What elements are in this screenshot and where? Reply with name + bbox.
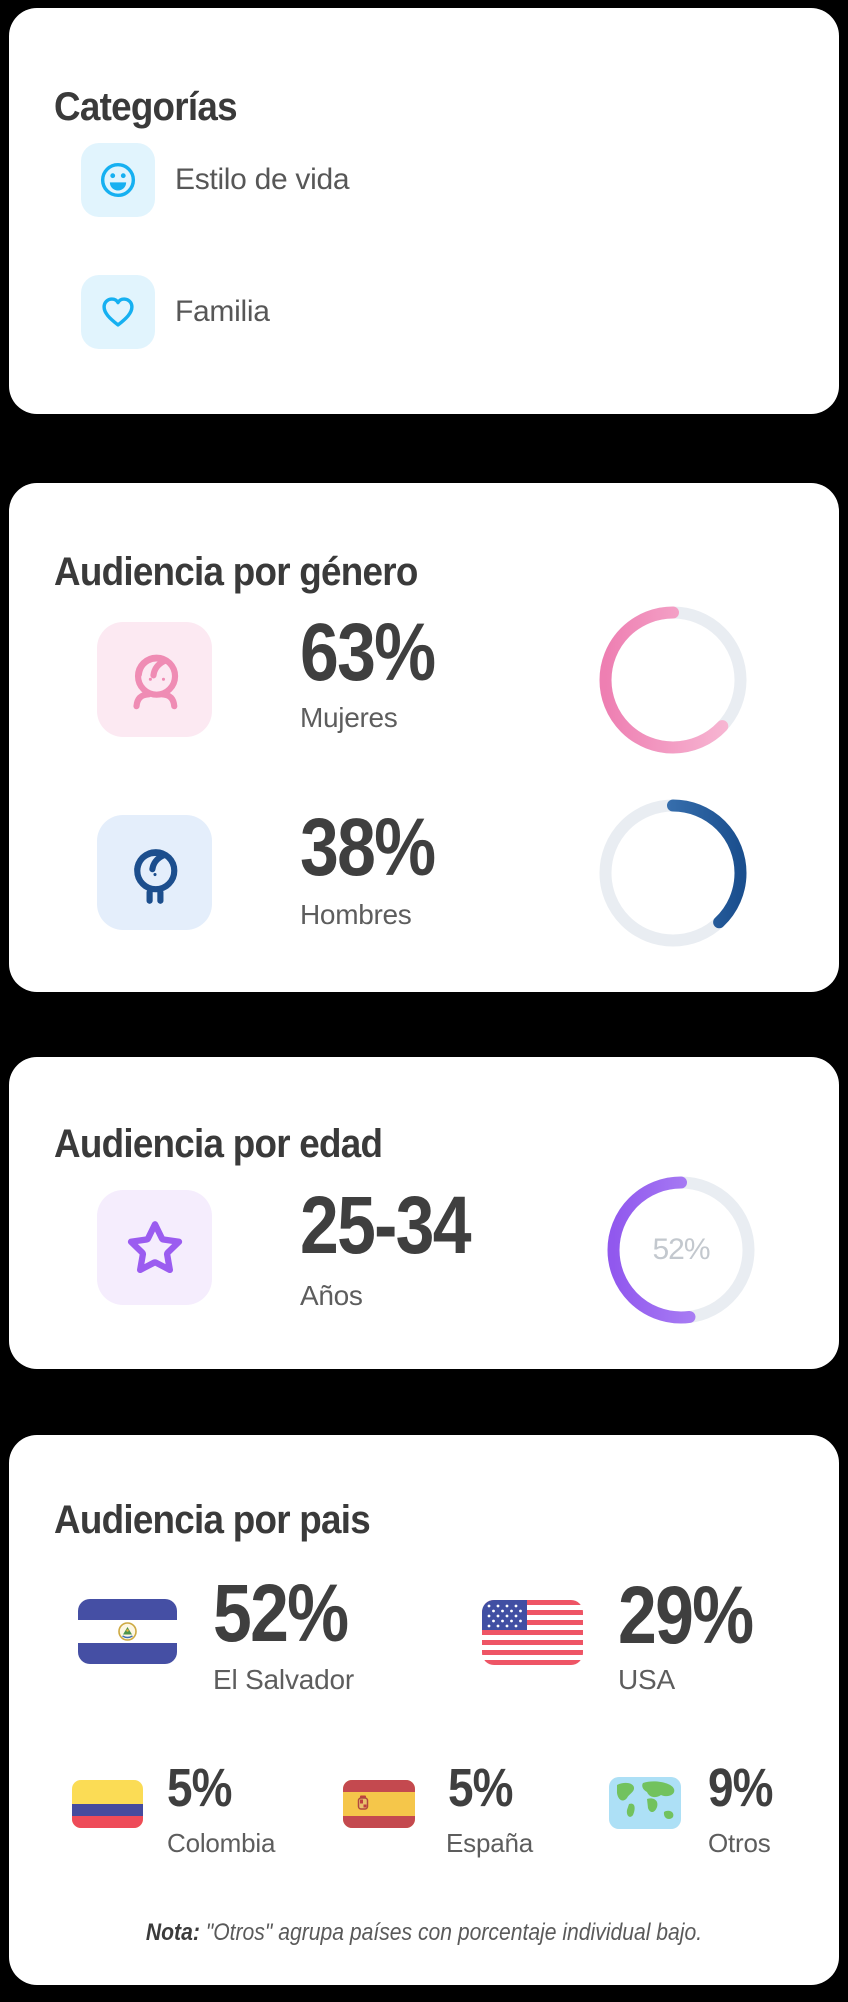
country-el-salvador-label: El Salvador	[213, 1664, 354, 1695]
age-ring-chart: 52%	[606, 1175, 756, 1325]
country-otros-value: 9%	[708, 1758, 773, 1818]
gender-hombres-label: Hombres	[300, 899, 412, 930]
gender-mujeres-label: Mujeres	[300, 702, 398, 733]
age-range-label: Años	[300, 1280, 363, 1311]
categories-card: Categorías Estilo de vida Familia	[9, 8, 839, 414]
gender-hombres-value: 38%	[300, 802, 436, 893]
star-icon	[97, 1190, 212, 1305]
flag-usa	[482, 1600, 583, 1665]
age-title: Audiencia por edad	[54, 1122, 383, 1167]
smiley-icon	[81, 143, 155, 217]
age-ring-percent-label: 52%	[652, 1233, 710, 1266]
country-note: Nota: "Otros" agrupa países con porcenta…	[59, 1921, 789, 1945]
man-icon	[97, 815, 212, 930]
country-note-text: "Otros" agrupa países con porcentaje ind…	[199, 1919, 703, 1946]
world-map-icon	[609, 1777, 681, 1829]
woman-icon	[97, 622, 212, 737]
gender-title: Audiencia por género	[54, 550, 418, 595]
age-card: Audiencia por edad 25-34 Años 52%	[9, 1057, 839, 1369]
flag-el-salvador	[78, 1599, 177, 1664]
heart-icon	[81, 275, 155, 349]
categories-title: Categorías	[54, 85, 238, 130]
country-colombia-label: Colombia	[167, 1828, 276, 1858]
category-item-familia: Familia	[81, 275, 270, 349]
category-label: Familia	[175, 295, 270, 328]
category-label: Estilo de vida	[175, 163, 350, 196]
country-usa-value: 29%	[618, 1570, 754, 1661]
gender-hombres-ring-chart	[598, 798, 748, 948]
gender-mujeres-value: 63%	[300, 607, 436, 698]
flag-espana	[343, 1780, 415, 1828]
country-otros-label: Otros	[708, 1828, 771, 1858]
country-usa-label: USA	[618, 1664, 675, 1695]
gender-card: Audiencia por género 63% Mujeres	[9, 483, 839, 992]
country-note-bold: Nota:	[145, 1919, 200, 1946]
age-range-value: 25-34	[300, 1180, 471, 1271]
country-espana-label: España	[446, 1828, 533, 1858]
country-el-salvador-value: 52%	[213, 1568, 349, 1659]
country-card: Audiencia por pais 52% El Salvador	[9, 1435, 839, 1985]
gender-mujeres-ring-chart	[598, 605, 748, 755]
country-colombia-value: 5%	[167, 1758, 232, 1818]
country-espana-value: 5%	[448, 1758, 513, 1818]
country-title: Audiencia por pais	[54, 1498, 371, 1543]
flag-colombia	[72, 1780, 143, 1828]
category-item-estilo-de-vida: Estilo de vida	[81, 143, 350, 217]
